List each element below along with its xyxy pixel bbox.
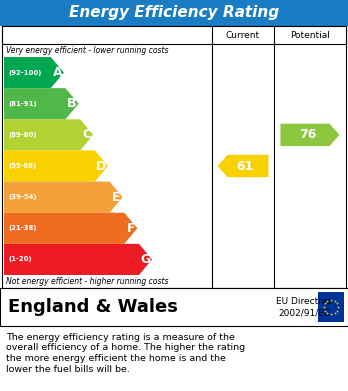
Text: (39-54): (39-54) [8, 194, 37, 200]
Text: Energy Efficiency Rating: Energy Efficiency Rating [69, 5, 279, 20]
Text: The energy efficiency rating is a measure of the: The energy efficiency rating is a measur… [6, 333, 235, 342]
Text: Not energy efficient - higher running costs: Not energy efficient - higher running co… [6, 277, 168, 286]
Text: D: D [96, 160, 106, 172]
Text: G: G [140, 253, 151, 266]
Text: (1-20): (1-20) [8, 256, 32, 262]
Text: B: B [67, 97, 77, 110]
Text: overall efficiency of a home. The higher the rating: overall efficiency of a home. The higher… [6, 344, 245, 353]
Text: (55-68): (55-68) [8, 163, 36, 169]
Text: Current: Current [226, 30, 260, 39]
Text: Very energy efficient - lower running costs: Very energy efficient - lower running co… [6, 46, 168, 55]
Text: (21-38): (21-38) [8, 225, 37, 231]
Text: 76: 76 [299, 128, 317, 142]
Polygon shape [4, 244, 152, 275]
Bar [2, 26, 346, 44]
Polygon shape [4, 88, 79, 119]
Polygon shape [4, 119, 93, 151]
Text: Potential: Potential [290, 30, 330, 39]
Text: F: F [127, 222, 135, 235]
Text: (92-100): (92-100) [8, 70, 41, 75]
Polygon shape [4, 213, 137, 244]
Polygon shape [4, 57, 64, 88]
Text: E: E [112, 191, 120, 204]
Text: the more energy efficient the home is and the: the more energy efficient the home is an… [6, 354, 226, 363]
Bar [318, 292, 344, 322]
Text: (69-80): (69-80) [8, 132, 37, 138]
Polygon shape [4, 151, 108, 181]
Text: 61: 61 [236, 160, 254, 172]
Text: lower the fuel bills will be.: lower the fuel bills will be. [6, 364, 130, 373]
Text: (81-91): (81-91) [8, 101, 37, 107]
Text: England & Wales: England & Wales [8, 298, 178, 316]
Text: A: A [53, 66, 62, 79]
Bar [2, 26, 346, 288]
Polygon shape [218, 155, 268, 177]
Polygon shape [280, 124, 340, 146]
Bar [0, 0, 348, 26]
Text: EU Directive
2002/91/EC: EU Directive 2002/91/EC [276, 297, 332, 317]
Text: C: C [82, 128, 91, 142]
Polygon shape [4, 181, 122, 213]
Bar [0, 288, 348, 326]
